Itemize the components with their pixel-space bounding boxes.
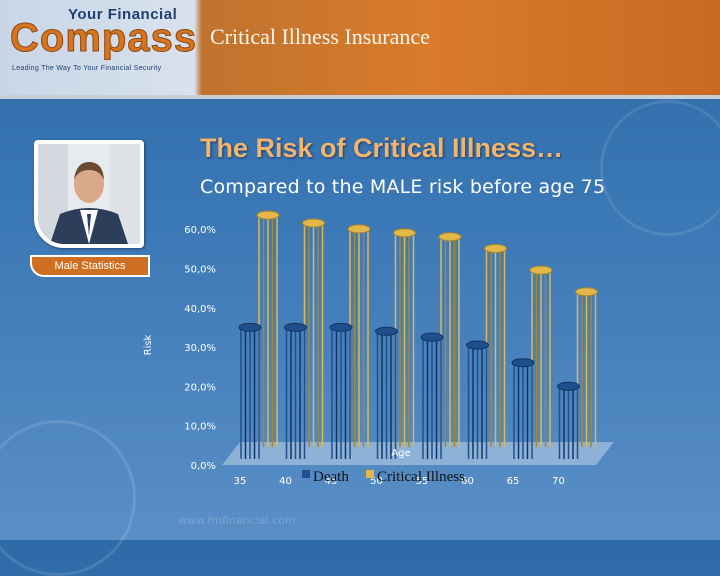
- legend-label: Death: [313, 469, 349, 485]
- critical-illness-bar: [484, 244, 507, 447]
- portrait-photo: [34, 140, 144, 248]
- slide-title: The Risk of Critical Illness…: [200, 133, 564, 163]
- footer-url: www.fmfinancial.com: [178, 514, 296, 527]
- x-tick-label: 65: [507, 476, 520, 487]
- critical-illness-bar: [302, 218, 325, 447]
- compass-watermark-icon: [600, 100, 720, 236]
- chart-x-ticks: 35 40 45 50 55 60 65 70: [234, 476, 565, 487]
- y-tick-label: 20,0%: [184, 382, 216, 393]
- legend-swatch: [302, 470, 310, 478]
- x-tick-label: 35: [234, 476, 247, 487]
- critical-illness-bar: [529, 265, 553, 447]
- logo: Your Financial Compass Leading The Way T…: [0, 0, 198, 95]
- death-bar: [557, 381, 580, 459]
- header-banner: Your Financial Compass Leading The Way T…: [0, 0, 720, 99]
- slide-subtitle: Compared to the MALE risk before age 75: [200, 176, 606, 198]
- risk-bar-chart: 0,0% 10,0% 20,0% 30,0% 40,0% 50,0% 60,0% 35 40 4…: [143, 210, 614, 487]
- critical-illness-bar: [393, 228, 416, 447]
- chart-bars: [238, 210, 598, 459]
- header-title: Critical Illness Insurance: [210, 24, 430, 49]
- death-bar: [511, 358, 535, 459]
- critical-illness-bar: [347, 224, 371, 447]
- death-bar: [420, 332, 444, 459]
- logo-tagline: Leading The Way To Your Financial Securi…: [12, 65, 162, 72]
- chart-y-ticks: 0,0% 10,0% 20,0% 30,0% 40,0% 50,0% 60,0%: [184, 225, 216, 472]
- death-bar: [375, 326, 398, 459]
- critical-illness-bar: [575, 287, 598, 447]
- legend-label: Critical Illness: [377, 469, 465, 485]
- x-tick-label: 60: [461, 476, 474, 487]
- legend-swatch: [366, 470, 374, 478]
- chart-legend: Death Critical Illness: [302, 469, 465, 485]
- y-tick-label: 30,0%: [184, 343, 216, 354]
- death-bar: [238, 322, 262, 459]
- x-tick-label: 40: [279, 476, 292, 487]
- death-bar: [329, 322, 353, 459]
- critical-illness-bar: [438, 232, 462, 447]
- logo-wordmark: Compass: [9, 16, 198, 61]
- y-axis-label: Risk: [143, 334, 154, 355]
- x-tick-label: 45: [325, 476, 338, 487]
- y-tick-label: 0,0%: [191, 461, 216, 472]
- y-tick-label: 60,0%: [184, 225, 216, 236]
- logo-line1: Your Financial: [68, 6, 178, 23]
- y-tick-label: 40,0%: [184, 304, 216, 315]
- x-axis-label: Age: [391, 448, 410, 459]
- death-bar: [284, 322, 307, 459]
- x-tick-label: 50: [370, 476, 383, 487]
- x-tick-label: 70: [552, 476, 565, 487]
- death-bar: [466, 340, 489, 459]
- male-statistics-badge: Male Statistics: [30, 255, 150, 277]
- y-tick-label: 10,0%: [184, 422, 216, 433]
- chart-floor: [222, 442, 614, 465]
- x-tick-label: 55: [416, 476, 429, 487]
- chart-floor-plane: [222, 442, 614, 465]
- y-tick-label: 50,0%: [184, 265, 216, 276]
